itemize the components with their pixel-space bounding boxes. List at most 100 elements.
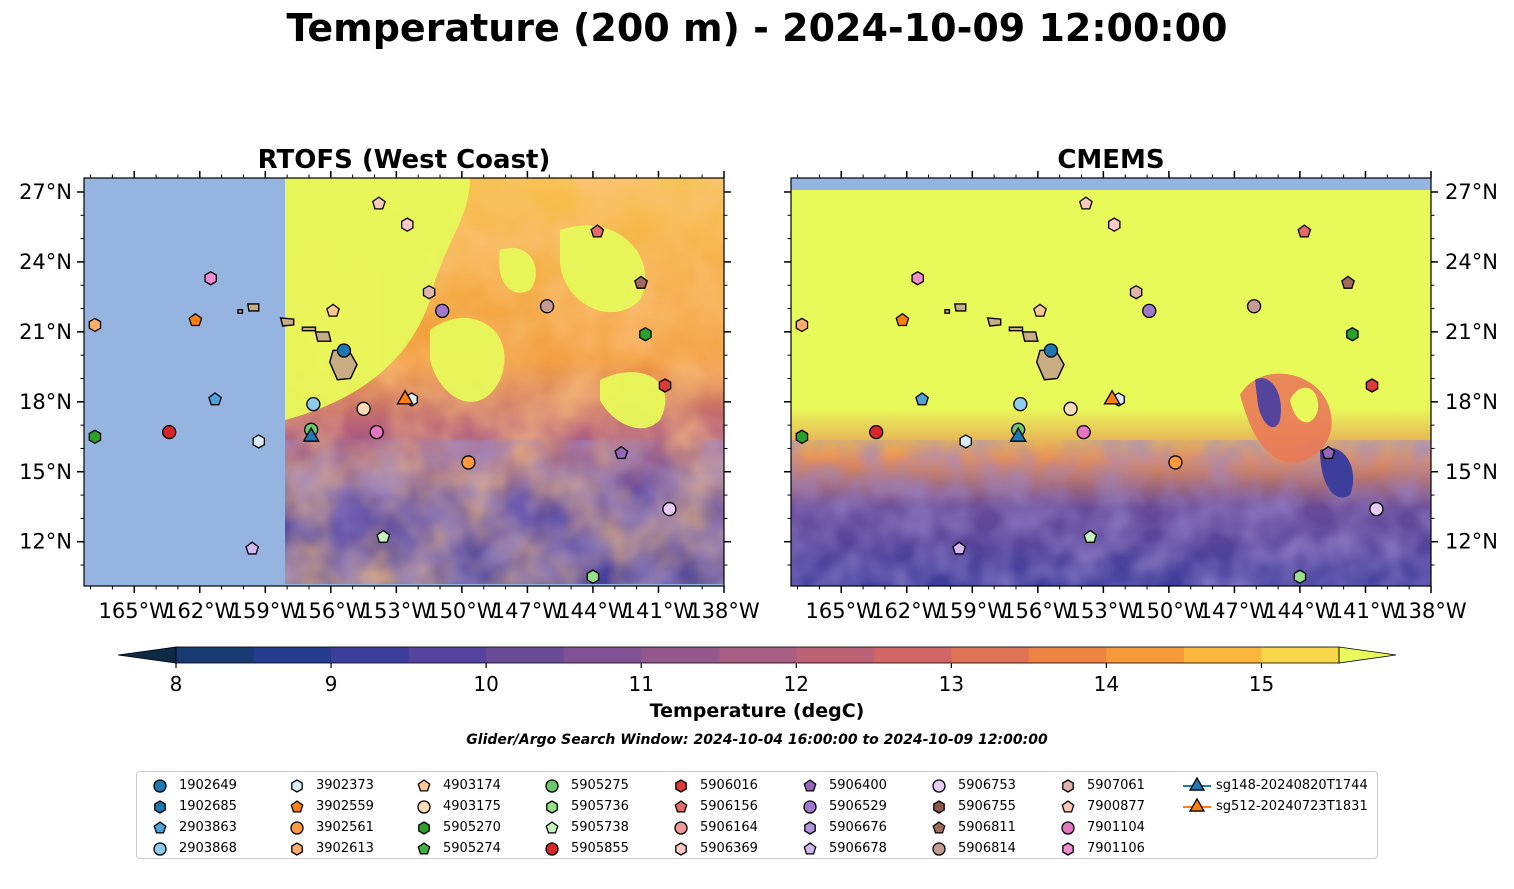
pentagon-marker-icon [1053, 796, 1083, 816]
legend-marker [1062, 779, 1074, 793]
legend-marker [1062, 842, 1074, 856]
map-marker [658, 378, 672, 393]
pentagon-marker-icon [795, 838, 825, 858]
map-marker [915, 392, 930, 406]
map-marker [336, 343, 352, 358]
colorbar-segment [951, 647, 1030, 663]
legend-marker [1188, 797, 1206, 812]
legend-label: 5906156 [700, 798, 758, 814]
island-oahu [986, 317, 1002, 327]
page-title: Temperature (200 m) - 2024-10-09 12:00:0… [286, 6, 1228, 50]
cool-texture [285, 440, 724, 584]
legend-marker [1061, 821, 1075, 835]
map-marker [356, 401, 371, 416]
map-marker [539, 299, 555, 314]
legend-marker [290, 800, 304, 813]
map-marker [369, 424, 384, 440]
map-marker [1013, 396, 1028, 412]
lon-tick-label: 159°W [937, 599, 1009, 623]
hexagon-marker-icon [145, 796, 175, 816]
legend-item: 5906164 [666, 817, 758, 837]
pentagon-marker-icon [409, 775, 439, 795]
legend-marker [290, 821, 304, 835]
colorbar-min-extension [117, 646, 177, 664]
legend-item: 5906400 [795, 775, 887, 795]
map-marker [795, 429, 809, 445]
hexagon-marker-icon [1053, 775, 1083, 795]
circle-marker-icon [537, 775, 567, 795]
pentagon-marker-icon [795, 775, 825, 795]
lon-tick-label: 138°W [688, 599, 760, 623]
legend-item: 2903863 [145, 817, 237, 837]
legend-label: 5905736 [571, 798, 629, 814]
legend-marker [932, 779, 946, 793]
map-markers [88, 196, 1384, 584]
legend-item: 5907061 [1053, 775, 1145, 795]
legend-item: 5906755 [924, 796, 1016, 816]
pentagon-marker-icon [537, 817, 567, 837]
map-marker [422, 284, 436, 300]
lat-tick-label: 15°N [1445, 460, 1498, 484]
circle-marker-icon [795, 796, 825, 816]
lon-tick-label: 153°W [361, 599, 433, 623]
legend-label: 5906755 [958, 798, 1016, 814]
rtofs-frame [83, 177, 725, 587]
colorbar-segment [641, 647, 720, 663]
map-marker [590, 224, 605, 238]
colorbar-segment [718, 647, 797, 663]
legend-item: 5906369 [666, 838, 758, 858]
map-marker [204, 270, 217, 286]
legend-label: 5906529 [829, 798, 887, 814]
legend-marker [674, 821, 688, 835]
map-marker [302, 426, 320, 442]
hexagon-marker-icon [537, 796, 567, 816]
cmems-panel-title: CMEMS [1057, 145, 1164, 175]
legend-marker [803, 842, 817, 855]
circle-marker-icon [145, 838, 175, 858]
lat-tick-label: 27°N [19, 180, 72, 204]
colorbar-max-extension [1338, 646, 1397, 664]
map-marker [1129, 284, 1143, 300]
map-marker [1346, 326, 1359, 342]
pentagon-marker-icon [924, 817, 954, 837]
colorbar-tick-label: 12 [784, 672, 809, 696]
legend-item: 7901106 [1053, 838, 1145, 858]
legend-item: 5905275 [537, 775, 629, 795]
legend-label: 5906753 [958, 777, 1016, 793]
legend-marker [803, 779, 817, 792]
lon-tick-label: 144°W [1264, 599, 1336, 623]
colorbar-tick-label: 10 [473, 672, 498, 696]
legend-label: 1902685 [179, 798, 237, 814]
colorbar-tick-label: 11 [628, 672, 653, 696]
legend-marker [1061, 800, 1075, 813]
map-marker [162, 424, 177, 440]
map-marker [639, 326, 652, 342]
map-marker [396, 389, 414, 405]
legend-item: 4903175 [409, 796, 501, 816]
lat-tick-label: 12°N [19, 530, 72, 554]
lon-tick-label: 153°W [1068, 599, 1140, 623]
map-marker [952, 541, 967, 555]
legend-marker [153, 821, 167, 834]
rtofs-panel-title: RTOFS (West Coast) [258, 145, 551, 175]
legend: 1902649 1902685 2903863 2903868 3902373 39025… [136, 771, 1378, 859]
legend-item: 5906814 [924, 838, 1016, 858]
legend-item: 3902613 [282, 838, 374, 858]
map-marker [1321, 445, 1336, 460]
legend-marker [417, 779, 431, 792]
legend-label: sg148-20240820T1744 [1216, 777, 1368, 793]
legend-label: 7901104 [1087, 819, 1145, 835]
legend-label: 5906016 [700, 777, 758, 793]
island-maui [314, 331, 332, 342]
map-marker [1009, 426, 1027, 442]
lat-tick-label: 27°N [1445, 180, 1498, 204]
lon-tick-label: 156°W [1002, 599, 1074, 623]
map-marker [614, 445, 629, 460]
legend-marker [804, 821, 816, 835]
map-marker [911, 270, 924, 286]
circle-marker-icon [145, 775, 175, 795]
legend-label: 5905274 [443, 840, 501, 856]
map-marker [1341, 275, 1355, 289]
legend-label: 3902559 [316, 798, 374, 814]
map-marker [795, 317, 809, 333]
